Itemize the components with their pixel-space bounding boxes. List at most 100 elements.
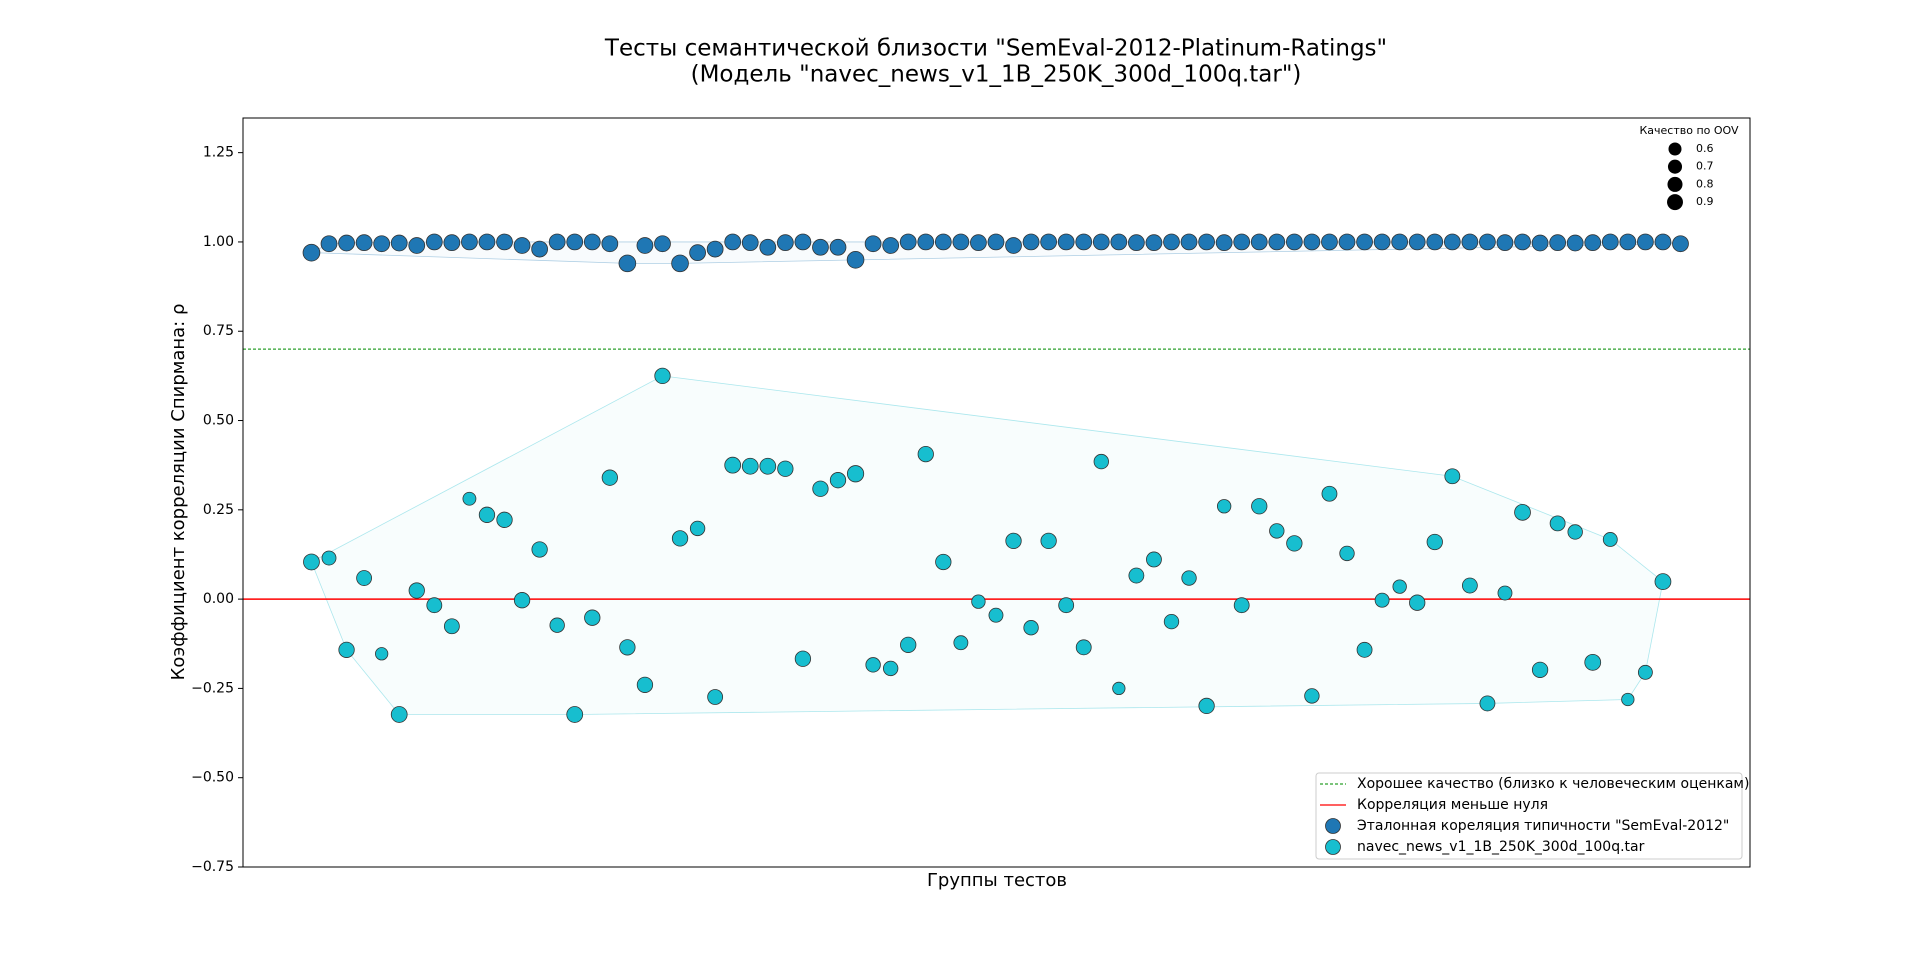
y-tick-label: −0.25: [191, 680, 234, 696]
point: [1215, 234, 1233, 252]
point: [302, 243, 321, 262]
point: [882, 660, 899, 677]
point: [846, 465, 865, 483]
size-legend-marker: [1667, 159, 1683, 174]
point: [443, 234, 461, 252]
y-tick-label: 0.25: [203, 502, 234, 518]
y-tick-label: 1.25: [203, 145, 234, 161]
point: [1112, 681, 1126, 696]
size-legend-label: 0.6: [1696, 142, 1714, 155]
point: [408, 582, 425, 599]
point: [1286, 535, 1303, 552]
point: [1443, 233, 1461, 251]
point: [1303, 233, 1321, 251]
legend-label: Эталонная кореляция типичности "SemEval-…: [1357, 818, 1729, 834]
point: [338, 234, 355, 252]
point: [1180, 233, 1198, 251]
point: [1093, 453, 1109, 470]
point: [1268, 233, 1286, 251]
point: [970, 234, 987, 252]
point: [794, 233, 812, 251]
point: [829, 472, 847, 489]
chart-subtitle: (Модель "navec_news_v1_1B_250K_300d_100q…: [691, 62, 1302, 88]
point: [1601, 233, 1619, 251]
point: [1146, 551, 1162, 568]
point: [636, 676, 654, 693]
point: [971, 594, 986, 609]
y-tick-label: 0.75: [203, 323, 234, 339]
point: [1444, 468, 1461, 485]
point: [426, 597, 443, 614]
y-tick-label: 0.50: [203, 413, 234, 429]
point: [1058, 597, 1075, 614]
point: [1040, 233, 1057, 251]
point: [1621, 692, 1635, 707]
legend-marker: [1325, 818, 1341, 834]
point: [355, 234, 373, 252]
point: [654, 367, 671, 385]
point: [408, 237, 426, 254]
point: [425, 233, 443, 251]
point: [1092, 233, 1110, 251]
point: [1479, 695, 1496, 712]
point: [1654, 573, 1672, 590]
point: [794, 650, 812, 667]
y-tick-label: 0.00: [203, 591, 234, 607]
point: [548, 233, 566, 251]
point: [812, 480, 829, 497]
point: [549, 617, 565, 633]
point: [1409, 594, 1426, 611]
point: [952, 233, 970, 251]
point: [531, 240, 548, 258]
point: [1549, 234, 1567, 252]
point: [934, 233, 952, 251]
point: [1392, 579, 1407, 594]
point: [1005, 237, 1022, 254]
point: [1110, 233, 1128, 251]
point: [513, 237, 531, 254]
point: [1057, 233, 1075, 251]
point: [1654, 233, 1672, 251]
point: [900, 636, 917, 653]
point: [1373, 233, 1391, 251]
point: [462, 491, 477, 506]
point: [1461, 233, 1479, 251]
point: [1637, 664, 1653, 680]
point: [1040, 532, 1057, 550]
point: [390, 234, 408, 252]
point: [1145, 234, 1163, 252]
point: [443, 618, 460, 635]
point: [1584, 234, 1602, 252]
point: [1479, 233, 1496, 251]
point: [1075, 639, 1092, 656]
point: [320, 235, 338, 253]
point: [1198, 233, 1215, 251]
point: [899, 233, 917, 251]
point: [566, 233, 584, 251]
point: [531, 541, 548, 558]
point: [935, 553, 952, 571]
point: [338, 641, 355, 658]
point: [724, 233, 742, 251]
plot-frame: [242, 117, 1751, 868]
point: [1128, 567, 1145, 584]
point: [1022, 233, 1040, 251]
legend-box: [1315, 772, 1743, 860]
point: [601, 235, 619, 253]
point: [1637, 233, 1654, 251]
point: [1619, 233, 1637, 251]
legend-marker: [1325, 839, 1341, 855]
point: [654, 235, 671, 253]
point: [1426, 233, 1444, 251]
point: [619, 639, 636, 656]
point: [321, 550, 337, 566]
y-tick-label: −0.75: [191, 859, 234, 875]
legend-label: Корреляция меньше нуля: [1357, 797, 1548, 813]
point: [882, 237, 900, 254]
point: [356, 570, 373, 586]
point: [1304, 688, 1320, 704]
point: [601, 469, 618, 486]
point: [707, 689, 724, 705]
